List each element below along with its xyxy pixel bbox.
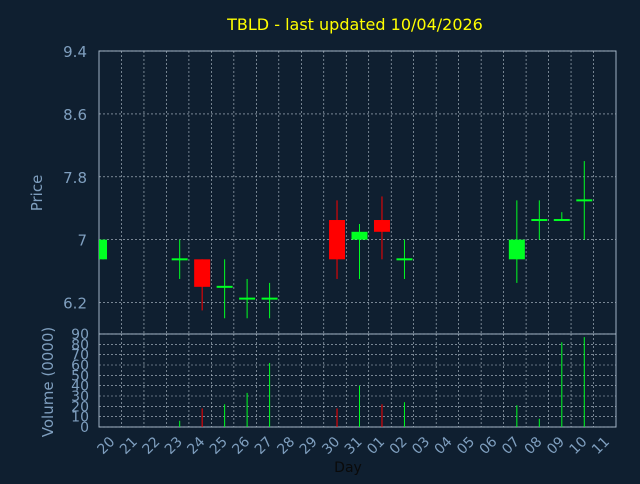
- candle-body: [508, 239, 525, 260]
- x-tick-label: 24: [184, 434, 208, 458]
- price-tick-label: 8.6: [63, 106, 87, 124]
- candle-body: [216, 285, 233, 288]
- candle-body: [99, 239, 107, 260]
- price-tick-label: 6.2: [63, 295, 87, 313]
- price-panel: 9.4 8.6 7.8 7 6.2: [63, 43, 617, 335]
- volume-tick-label: 30: [71, 389, 89, 405]
- candle-body: [194, 259, 211, 287]
- x-tick-label: 05: [454, 434, 478, 458]
- candle-body: [576, 199, 593, 202]
- x-tick-label: 28: [274, 434, 298, 458]
- x-tick-label: 26: [229, 434, 253, 458]
- price-tick-label: 9.4: [63, 43, 87, 61]
- x-tick-labels: 2021222324252627282930310102030405060708…: [95, 434, 613, 458]
- x-tick-label: 20: [95, 434, 119, 458]
- x-tick-label: 22: [139, 434, 163, 458]
- x-tick-label: 29: [297, 434, 321, 458]
- volume-tick-label: 50: [71, 368, 89, 384]
- x-tick-label: 21: [117, 434, 141, 458]
- volume-plot-frame: [98, 333, 617, 428]
- volume-tick-label: 80: [71, 337, 89, 353]
- x-tick-label: 07: [499, 434, 523, 458]
- price-axis-label: Price: [28, 175, 46, 212]
- volume-tick-label: 0: [80, 420, 89, 436]
- candle-body: [329, 220, 346, 260]
- x-tick-label: 01: [364, 434, 388, 458]
- volume-tick-label: 60: [71, 358, 89, 374]
- x-tick-label: 30: [319, 434, 343, 458]
- candle-body: [239, 297, 256, 300]
- volume-tick-label: 20: [71, 399, 89, 415]
- x-tick-label: 27: [252, 434, 276, 458]
- candle-body: [261, 297, 278, 300]
- x-tick-label: 06: [477, 434, 501, 458]
- candle-body: [171, 258, 188, 261]
- candle-body: [373, 220, 390, 232]
- volume-tick-label: 40: [71, 379, 89, 395]
- candle-body: [396, 258, 413, 261]
- price-tick-label: 7.8: [63, 169, 87, 187]
- x-tick-label: 23: [162, 434, 186, 458]
- x-tick-label: 03: [409, 434, 433, 458]
- x-tick-label: 10: [567, 434, 591, 458]
- x-tick-label: 11: [589, 434, 613, 458]
- volume-tick-label: 90: [71, 327, 89, 343]
- price-plot-frame: [98, 50, 617, 335]
- x-tick-label: 04: [432, 434, 456, 458]
- volume-tick-label: 10: [71, 410, 89, 426]
- x-tick-label: 25: [207, 434, 231, 458]
- x-axis-label: Day: [334, 460, 362, 476]
- x-tick-label: 31: [342, 434, 366, 458]
- candle-body: [553, 219, 570, 222]
- x-tick-label: 09: [544, 434, 568, 458]
- candle-body: [351, 231, 368, 240]
- volume-axis-label: Volume (0000): [39, 327, 57, 437]
- price-tick-label: 7: [77, 232, 87, 250]
- x-tick-label: 02: [387, 434, 411, 458]
- candle-body: [531, 219, 548, 222]
- chart-title: TBLD - last updated 10/04/2026: [226, 15, 483, 34]
- x-tick-label: 08: [522, 434, 546, 458]
- volume-tick-label: 70: [71, 348, 89, 364]
